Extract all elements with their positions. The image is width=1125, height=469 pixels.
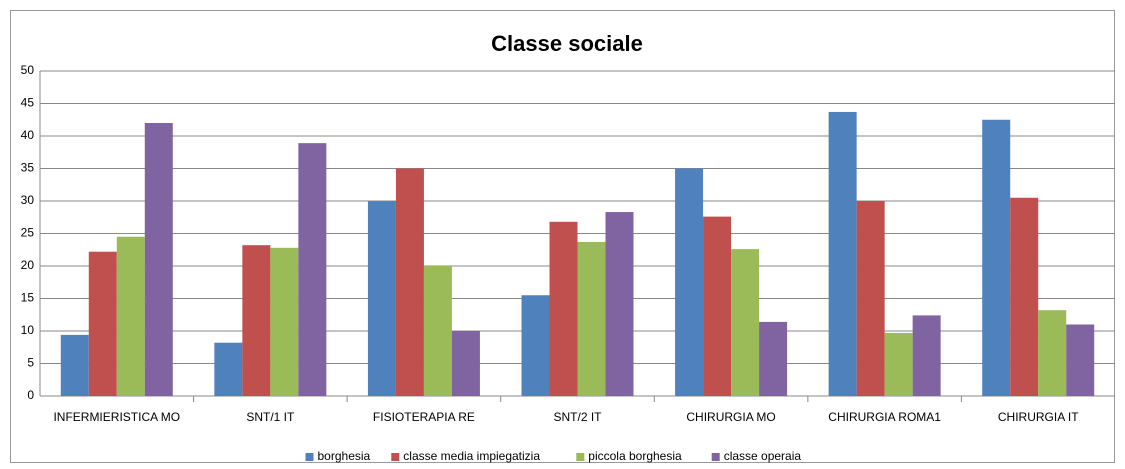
y-tick-label: 30 bbox=[21, 193, 35, 207]
bar bbox=[675, 168, 704, 396]
y-tick-label: 50 bbox=[21, 63, 35, 77]
bar bbox=[605, 212, 634, 396]
bar bbox=[423, 266, 452, 396]
legend-swatch bbox=[305, 453, 314, 461]
bar bbox=[549, 221, 578, 396]
x-tick-label: CHIRURGIA MO bbox=[686, 410, 775, 424]
bar bbox=[1010, 197, 1039, 396]
bar bbox=[1038, 310, 1067, 396]
bar bbox=[395, 168, 424, 396]
bar bbox=[367, 201, 396, 396]
legend-label: piccola borghesia bbox=[588, 449, 682, 463]
legend-swatch bbox=[391, 453, 400, 461]
legend-label: classe operaia bbox=[724, 449, 802, 463]
bar bbox=[759, 321, 788, 396]
bar bbox=[856, 201, 885, 396]
bar bbox=[1066, 324, 1095, 396]
y-tick-label: 10 bbox=[21, 323, 35, 337]
legend-label: classe media impiegatizia bbox=[403, 449, 540, 463]
bar bbox=[912, 315, 941, 396]
bar bbox=[270, 247, 299, 396]
bar bbox=[60, 334, 89, 396]
bar bbox=[982, 119, 1011, 396]
bar bbox=[731, 249, 760, 396]
x-tick-label: INFERMIERISTICA MO bbox=[53, 410, 180, 424]
bar bbox=[116, 236, 145, 396]
bar bbox=[451, 331, 480, 396]
bar bbox=[88, 251, 117, 396]
bar bbox=[577, 241, 606, 396]
bar bbox=[828, 111, 857, 396]
legend-label: borghesia bbox=[318, 449, 371, 463]
x-tick-label: SNT/1 IT bbox=[246, 410, 295, 424]
y-tick-label: 5 bbox=[27, 356, 34, 370]
y-tick-label: 40 bbox=[21, 128, 35, 142]
y-tick-label: 35 bbox=[21, 161, 35, 175]
bar bbox=[703, 216, 732, 396]
chart-title: Classe sociale bbox=[491, 31, 643, 56]
bar bbox=[521, 295, 550, 396]
legend-swatch bbox=[711, 453, 720, 461]
bar bbox=[214, 342, 243, 396]
y-tick-label: 15 bbox=[21, 291, 35, 305]
bar bbox=[884, 332, 913, 396]
x-tick-label: FISIOTERAPIA RE bbox=[373, 410, 475, 424]
bar bbox=[144, 123, 173, 396]
y-tick-label: 0 bbox=[27, 388, 34, 402]
y-tick-label: 45 bbox=[21, 96, 35, 110]
bar bbox=[298, 143, 327, 396]
y-tick-label: 25 bbox=[21, 226, 35, 240]
bar bbox=[242, 245, 271, 396]
legend-swatch bbox=[576, 453, 585, 461]
x-tick-label: CHIRURGIA ROMA1 bbox=[828, 410, 941, 424]
x-tick-label: CHIRURGIA IT bbox=[998, 410, 1079, 424]
y-tick-label: 20 bbox=[21, 258, 35, 272]
x-tick-label: SNT/2 IT bbox=[553, 410, 602, 424]
